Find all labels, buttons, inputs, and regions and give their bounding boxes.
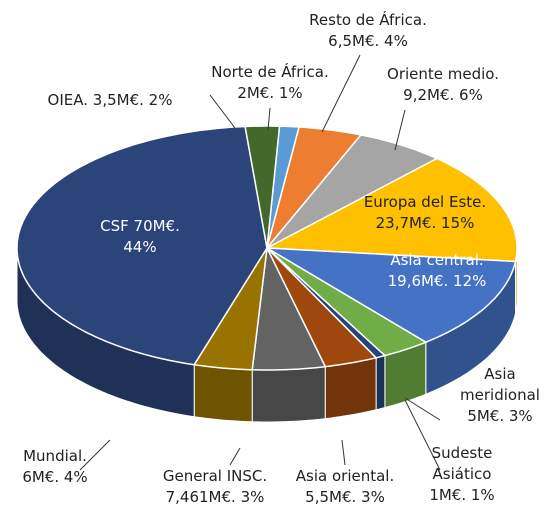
value-label: 9,2M€.	[403, 86, 455, 104]
slice-label: Asia oriental. 5,5M€. 3%	[275, 466, 415, 508]
percent-label: 3%	[240, 488, 265, 506]
leader-line	[79, 439, 111, 471]
leader-line	[404, 397, 441, 421]
slice	[266, 134, 439, 249]
slice-label: Asia meridional 5M€. 3%	[453, 364, 546, 427]
leader-line	[267, 107, 271, 131]
category-label: CSF	[100, 217, 129, 235]
leader-line	[341, 439, 346, 466]
value-label: 2M€.	[237, 84, 275, 102]
category-label: Mundial.	[23, 447, 87, 465]
slice	[266, 247, 517, 344]
category-label: OIEA.	[47, 91, 88, 109]
percent-label: 1%	[470, 486, 495, 504]
value-label: 1M€.	[429, 486, 467, 504]
slice	[266, 247, 428, 357]
slice-label: Sudeste Asiático 1M€. 1%	[422, 443, 502, 506]
value-label: 5,5M€.	[305, 488, 357, 506]
slice-label: Norte de África. 2M€. 1%	[190, 62, 350, 104]
percent-label: 4%	[63, 468, 88, 486]
slice	[16, 125, 268, 366]
slice-side	[251, 366, 326, 423]
leader-line	[209, 94, 236, 129]
leader-line	[229, 447, 241, 466]
slice-label: Oriente medio. 9,2M€. 6%	[363, 64, 523, 106]
slice-side	[324, 357, 377, 420]
category-label: Asia meridional	[460, 365, 540, 404]
percent-label: 3%	[508, 407, 533, 425]
value-label: 6M€.	[22, 468, 60, 486]
value-label: 3,5M€.	[92, 91, 144, 109]
slice-label: Mundial. 6M€. 4%	[5, 446, 105, 488]
category-label: Asia central.	[390, 251, 484, 269]
percent-label: 6%	[459, 86, 483, 104]
category-label: Europa del Este.	[363, 193, 487, 211]
percent-label: 1%	[278, 84, 303, 102]
slice-label: OIEA. 3,5M€. 2%	[0, 90, 220, 111]
slice	[244, 125, 281, 249]
category-label: Sudeste Asiático	[431, 444, 493, 483]
slice-label: Europa del Este. 23,7M€. 15%	[340, 192, 510, 234]
value-label: 6,5M€.	[328, 32, 380, 50]
slice	[264, 157, 518, 263]
category-label: Oriente medio.	[387, 65, 499, 83]
category-label: Resto de África.	[309, 11, 427, 29]
leader-line	[404, 399, 441, 471]
slice-side	[375, 354, 386, 411]
slice-label: Resto de África. 6,5M€. 4%	[288, 10, 448, 52]
value-label: 23,7M€.	[375, 214, 437, 232]
slice-label: CSF 70M€. 44%	[55, 216, 225, 258]
percent-label: 4%	[384, 32, 408, 50]
category-label: Asia oriental.	[295, 467, 395, 485]
value-label: 70M€.	[133, 217, 180, 235]
percent-label: 44%	[123, 238, 157, 256]
percent-label: 3%	[361, 488, 385, 506]
leader-line	[394, 109, 406, 151]
category-label: Norte de África.	[211, 63, 329, 81]
leader-line	[321, 54, 361, 133]
percent-label: 2%	[148, 91, 173, 109]
value-label: 7,461M€.	[165, 488, 236, 506]
slice	[266, 126, 363, 249]
slice-side	[193, 364, 253, 423]
value-label: 5M€.	[467, 407, 505, 425]
slice	[266, 247, 378, 368]
percent-label: 12%	[453, 272, 487, 290]
slice-label: Asia central. 19,6M€. 12%	[352, 250, 522, 292]
category-label: General INSC.	[162, 467, 268, 485]
value-label: 19,6M€.	[387, 272, 449, 290]
percent-label: 15%	[441, 214, 475, 232]
slice	[251, 245, 327, 371]
slice-label: General INSC. 7,461M€. 3%	[135, 466, 295, 508]
